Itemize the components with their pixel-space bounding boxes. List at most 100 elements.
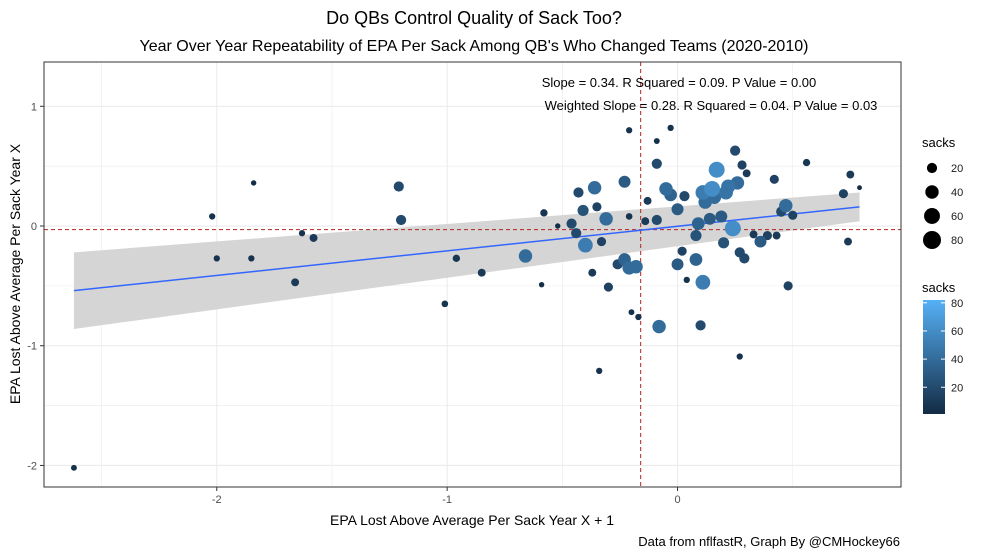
data-point [749, 230, 758, 239]
data-point [452, 254, 461, 263]
y-tick-label: 1 [31, 101, 37, 113]
data-point [653, 138, 660, 144]
size-legend-key [923, 231, 941, 249]
size-legend-key [924, 208, 940, 224]
x-tick-label: 0 [674, 494, 680, 506]
data-point [250, 180, 257, 186]
data-point [71, 464, 77, 471]
data-point [538, 281, 545, 288]
size-legend-label: 20 [951, 163, 963, 175]
data-point [754, 235, 767, 248]
data-point [708, 161, 725, 178]
data-point [573, 187, 584, 198]
annotation-line-2: Weighted Slope = 0.28. R Squared = 0.04.… [545, 98, 878, 113]
data-point [588, 268, 597, 277]
y-tick-label: -1 [27, 341, 37, 353]
data-point [730, 145, 741, 156]
annotation-line-1: Slope = 0.34. R Squared = 0.09. P Value … [542, 75, 817, 90]
data-point [652, 319, 666, 334]
size-legend-label: 80 [951, 235, 963, 247]
data-point [788, 210, 798, 220]
data-points [71, 124, 862, 471]
data-point [671, 203, 684, 216]
size-legend-title: sacks [922, 135, 956, 150]
data-point [844, 237, 852, 246]
data-point [737, 160, 747, 170]
grid-lines [44, 62, 901, 487]
data-point [783, 281, 793, 291]
data-point [587, 180, 602, 195]
data-point [213, 255, 220, 262]
data-point [846, 170, 855, 179]
data-point [802, 158, 811, 167]
data-point [724, 220, 741, 237]
size-legend: sacks 20 40 60 80 [922, 135, 963, 249]
data-point [626, 127, 633, 134]
data-point [651, 214, 662, 226]
data-point [721, 179, 736, 194]
y-tick-label: 0 [31, 221, 37, 233]
color-legend-label: 60 [951, 326, 963, 338]
y-axis-ticks: 1 0 -1 -2 [27, 101, 44, 472]
data-point [618, 175, 631, 188]
data-point [592, 202, 602, 212]
color-legend-bar [923, 300, 945, 414]
data-point [596, 367, 603, 375]
data-point [742, 169, 751, 178]
data-point [395, 214, 407, 226]
data-point [667, 124, 674, 131]
data-point [659, 182, 673, 196]
y-tick-label: -2 [27, 460, 37, 472]
trend-line-layer [73, 206, 860, 292]
data-point [838, 189, 848, 199]
x-tick-label: -1 [442, 494, 452, 506]
color-legend: sacks 20 40 60 80 [922, 280, 963, 414]
data-point [641, 217, 650, 226]
data-point [683, 276, 690, 284]
data-point [291, 278, 300, 287]
data-point [677, 246, 687, 256]
color-legend-label: 40 [951, 354, 963, 366]
data-point [779, 198, 793, 213]
size-legend-label: 60 [951, 211, 963, 223]
data-point [635, 313, 642, 321]
color-legend-title: sacks [922, 280, 956, 295]
data-point [718, 237, 730, 249]
data-point [628, 309, 635, 316]
chart-subtitle: Year Over Year Repeatability of EPA Per … [140, 38, 809, 55]
chart-title: Do QBs Control Quality of Sack Too? [326, 8, 622, 28]
data-point [739, 253, 750, 264]
data-point [695, 320, 706, 331]
caption: Data from nflfastR, Graph By @CMHockey66 [638, 534, 900, 549]
size-legend-label: 40 [951, 187, 963, 199]
data-point [555, 223, 561, 229]
data-point [578, 237, 593, 253]
data-point [679, 190, 690, 202]
x-tick-label: -2 [212, 494, 222, 506]
data-point [857, 185, 862, 191]
data-point [603, 282, 613, 292]
data-point [643, 196, 652, 205]
data-point [393, 181, 404, 192]
data-point [248, 255, 255, 262]
plot-border [43, 61, 902, 488]
y-axis-title: EPA Lost Above Average Per Sack Year X [7, 143, 23, 404]
data-point [540, 209, 548, 217]
data-point [772, 231, 781, 240]
size-legend-key [925, 185, 939, 199]
data-point [671, 258, 684, 271]
data-point [651, 158, 662, 169]
size-legend-key [926, 162, 938, 174]
x-axis-title: EPA Lost Above Average Per Sack Year X +… [330, 512, 614, 528]
trend-line [73, 206, 860, 292]
data-point [690, 230, 702, 242]
data-point [703, 212, 716, 225]
data-point [691, 217, 705, 230]
data-point [577, 204, 589, 217]
data-point [209, 213, 216, 220]
confidence-band-layer [73, 192, 860, 329]
data-point [566, 218, 577, 229]
data-point [704, 180, 721, 197]
x-axis-ticks: -2 -1 0 [212, 487, 681, 506]
